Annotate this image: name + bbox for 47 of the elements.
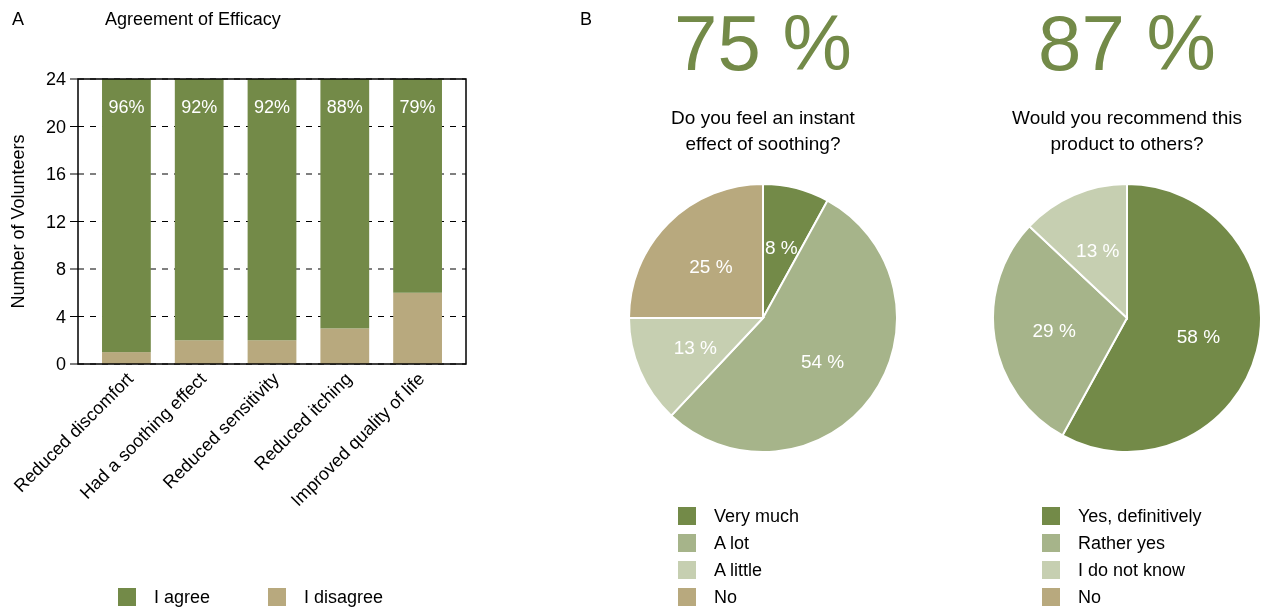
y-axis-title: Number of Volunteers xyxy=(8,134,28,309)
legend-label: Rather yes xyxy=(1078,533,1166,553)
data-label: 8 % xyxy=(764,236,798,258)
y-tick-label: 0 xyxy=(55,354,66,374)
y-tick-label: 24 xyxy=(45,69,66,89)
bar xyxy=(174,340,224,364)
bar xyxy=(102,352,151,364)
legend-label: No xyxy=(1078,587,1102,607)
chart-title: 87 % xyxy=(1038,0,1216,87)
data-label: 54 % xyxy=(800,351,845,373)
bar xyxy=(320,328,370,364)
y-tick-label: 12 xyxy=(45,211,66,232)
bar xyxy=(247,340,297,364)
bar xyxy=(174,79,224,341)
annotation: 92% xyxy=(181,97,218,117)
annotation: 88% xyxy=(326,97,363,117)
data-label: 29 % xyxy=(1032,319,1076,341)
y-tick-label: 8 xyxy=(55,259,66,279)
data-label: 13 % xyxy=(1076,240,1120,262)
chart-subtitle: Do you feel an instant effect of soothing? xyxy=(671,107,856,154)
chart-title: 75 % xyxy=(674,0,852,87)
data-label: 13 % xyxy=(673,337,718,359)
text: B xyxy=(580,9,593,29)
chart-title: Agreement of Efficacy xyxy=(105,9,281,29)
legend-label: Yes, definitively xyxy=(1078,506,1202,526)
y-tick-label: 20 xyxy=(45,116,66,137)
text: A xyxy=(12,9,25,29)
data-label: 58 % xyxy=(1176,326,1221,348)
bar xyxy=(393,292,442,364)
chart-subtitle: Would you recommend this product to others? xyxy=(1012,107,1242,154)
y-tick-label: 4 xyxy=(55,306,66,327)
legend-label: A little xyxy=(714,560,763,580)
bar xyxy=(393,79,442,293)
y-tick-label: 16 xyxy=(45,164,66,184)
bar xyxy=(247,79,297,341)
bar xyxy=(320,79,370,329)
annotation: 92% xyxy=(253,97,291,117)
legend-label: I disagree xyxy=(304,587,384,607)
annotation: 79% xyxy=(399,97,436,117)
bar xyxy=(102,79,151,353)
legend-label: I do not know xyxy=(1078,560,1187,580)
legend-label: No xyxy=(714,587,738,607)
legend-label: I agree xyxy=(154,587,211,607)
annotation: 96% xyxy=(108,97,145,117)
legend-label: Very much xyxy=(714,506,800,526)
data-label: 25 % xyxy=(689,255,733,277)
legend-label: A lot xyxy=(714,533,750,553)
